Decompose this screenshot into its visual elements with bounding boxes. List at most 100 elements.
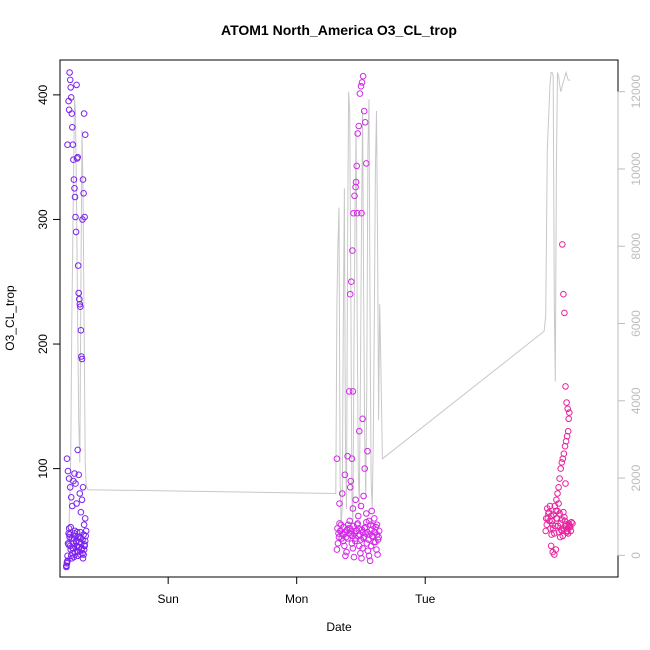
data-point [71, 185, 78, 192]
data-point [333, 546, 341, 553]
data-point [352, 183, 359, 191]
data-point [363, 160, 370, 167]
data-point [548, 531, 555, 538]
data-point [375, 527, 383, 535]
data-point [554, 522, 562, 530]
data-point [67, 494, 75, 501]
data-point [560, 290, 567, 298]
data-point [76, 300, 84, 308]
y-tick-label: 400 [36, 85, 50, 105]
x-tick-label: Sun [157, 592, 178, 606]
right-y-axis: 0 2000 4000 6000 8000 10000 12000 [617, 75, 643, 559]
data-point [64, 467, 72, 475]
y-tick-label: 200 [36, 334, 50, 354]
data-point [77, 303, 84, 311]
data-point [72, 228, 80, 236]
data-point [563, 399, 570, 406]
data-point [80, 190, 87, 197]
y-tick-label: 100 [36, 458, 50, 478]
data-point [374, 551, 381, 558]
y2-tick-label: 10000 [629, 152, 643, 186]
data-point [68, 110, 76, 117]
data-point [75, 471, 82, 479]
left-y-axis: 100 200 300 400 [36, 85, 61, 479]
data-point [349, 388, 357, 395]
data-point [358, 79, 366, 86]
data-point [350, 553, 358, 561]
data-point [68, 535, 76, 542]
data-point [566, 409, 573, 416]
data-point [78, 546, 85, 553]
data-point [343, 548, 350, 556]
data-point [336, 520, 343, 527]
data-point [374, 536, 382, 543]
data-point [66, 76, 74, 84]
data-point [368, 507, 376, 515]
data-point [78, 353, 85, 360]
data-point [74, 262, 82, 269]
data-point [69, 141, 77, 148]
data-point [79, 484, 87, 491]
y2-tick-label: 6000 [629, 310, 643, 337]
data-point [81, 213, 88, 221]
data-point [562, 383, 569, 390]
data-point [341, 542, 348, 550]
data-point [355, 122, 363, 130]
data-point [349, 545, 357, 552]
data-point [546, 517, 553, 525]
data-point [373, 521, 381, 529]
data-point [65, 525, 73, 532]
altitude-series [65, 70, 571, 548]
data-point [561, 309, 568, 317]
data-point [561, 513, 568, 521]
data-point [364, 447, 371, 455]
data-point [354, 130, 362, 137]
data-point [553, 496, 560, 504]
data-point [67, 84, 74, 91]
data-point [73, 528, 81, 536]
data-point [76, 295, 83, 303]
data-point [359, 72, 367, 80]
data-point [76, 490, 84, 497]
data-point [353, 209, 361, 217]
data-point [355, 512, 362, 520]
data-point [361, 465, 369, 472]
data-point [342, 552, 349, 560]
data-point [356, 427, 363, 435]
data-point [346, 484, 354, 491]
data-point [63, 560, 71, 567]
data-point [342, 533, 350, 541]
data-point [554, 490, 561, 497]
data-point [67, 94, 75, 101]
data-point [567, 527, 575, 535]
data-point [360, 107, 368, 115]
data-point [78, 496, 86, 504]
data-point [357, 82, 365, 90]
data-point [73, 500, 80, 507]
data-point [334, 540, 342, 547]
data-point [366, 557, 374, 565]
data-point [66, 484, 74, 491]
data-point [79, 176, 87, 183]
data-point [363, 510, 370, 517]
data-point [64, 557, 71, 565]
data-point [556, 533, 564, 541]
data-point [337, 527, 344, 535]
data-point [359, 415, 366, 423]
data-point [564, 405, 572, 413]
data-point [63, 455, 71, 463]
data-point [77, 327, 85, 334]
data-point [63, 563, 70, 571]
data-point [71, 193, 79, 201]
data-point [355, 525, 363, 532]
data-point [338, 535, 346, 542]
altitude-line [65, 70, 571, 548]
data-point [563, 528, 570, 536]
y2-tick-label: 8000 [629, 233, 643, 260]
data-point [75, 289, 82, 297]
data-point [562, 480, 569, 487]
data-point [72, 213, 79, 221]
data-point [564, 427, 572, 435]
data-point [560, 450, 568, 458]
data-point [80, 110, 88, 117]
